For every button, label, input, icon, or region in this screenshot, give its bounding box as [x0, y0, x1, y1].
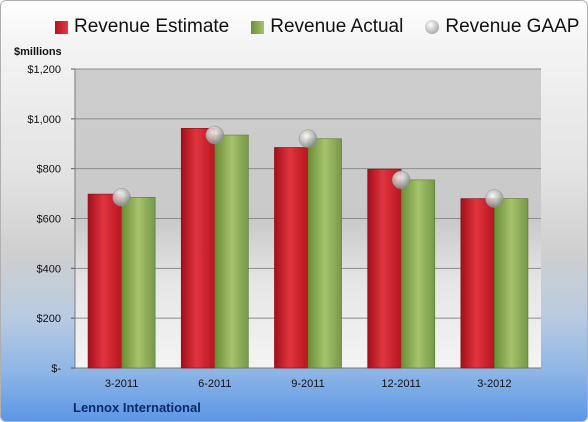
bar-revenue-actual [214, 134, 249, 369]
legend-label-estimate: Revenue Estimate [74, 16, 230, 37]
y-tick-labels: $- $200 $400 $600 $800 $1,000 $1,200 [27, 64, 61, 375]
y-tick-label: $- [51, 363, 61, 375]
legend-label-gaap: Revenue GAAP [445, 16, 580, 37]
gaap-markers [112, 125, 504, 208]
red-square-swatch-icon [55, 20, 68, 34]
y-tick-label: $800 [37, 164, 61, 176]
marker-revenue-gaap [391, 170, 411, 190]
bar-revenue-actual [400, 179, 436, 369]
y-axis-unit-label: $millions [14, 46, 62, 58]
bar-revenue-estimate [367, 168, 402, 369]
legend-item-actual: Revenue Actual [251, 16, 403, 38]
bar-revenue-actual [307, 138, 342, 369]
company-name: Lennox International [73, 400, 201, 415]
x-tick-label: 3-2012 [477, 378, 511, 390]
green-square-swatch-icon [251, 20, 265, 34]
bar-revenue-estimate [274, 147, 309, 369]
bar-revenue-actual [494, 198, 529, 369]
bars [87, 128, 529, 369]
y-tick-label: $200 [37, 313, 61, 325]
y-tick-label: $1,200 [27, 64, 61, 76]
marker-revenue-gaap [112, 188, 131, 207]
legend-item-estimate: Revenue Estimate [55, 16, 229, 38]
marker-revenue-gaap [485, 189, 504, 208]
legend-label-actual: Revenue Actual [270, 16, 404, 37]
x-tick-labels: 3-2011 6-2011 9-2011 12-2011 3-2012 [105, 378, 512, 390]
legend: Revenue Estimate Revenue Actual Revenue … [55, 16, 579, 38]
x-tick-label: 9-2011 [291, 378, 324, 390]
gray-sphere-swatch-icon [425, 20, 440, 34]
x-tick-label: 12-2011 [381, 378, 421, 390]
bar-revenue-actual [121, 197, 156, 369]
legend-item-gaap: Revenue GAAP [425, 16, 579, 38]
bar-revenue-estimate [180, 128, 216, 369]
bar-revenue-estimate [87, 193, 122, 369]
y-tick-label: $1,000 [27, 114, 61, 126]
marker-revenue-gaap [205, 125, 225, 145]
x-tick-label: 6-2011 [198, 378, 231, 390]
y-tick-label: $400 [37, 263, 61, 275]
y-tick-label: $600 [37, 214, 61, 226]
marker-revenue-gaap [298, 129, 318, 149]
x-tick-label: 3-2011 [105, 378, 138, 390]
bar-revenue-estimate [460, 198, 495, 369]
